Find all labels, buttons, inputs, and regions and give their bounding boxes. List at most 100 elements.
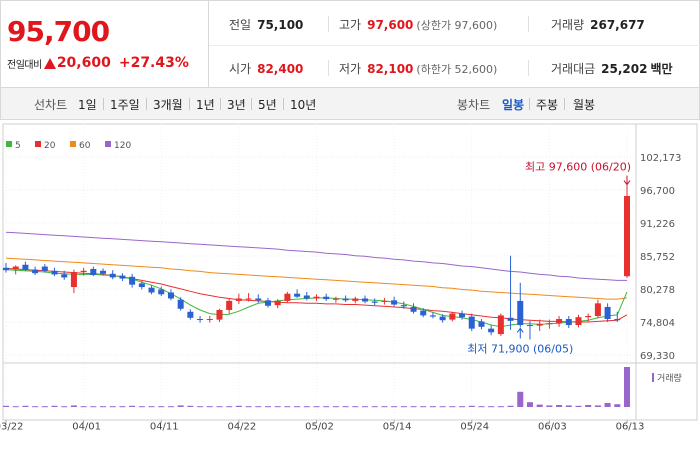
candle-chart-label: 봉차트 bbox=[457, 98, 491, 112]
volume-bar bbox=[294, 406, 301, 408]
legend-label: 60 bbox=[79, 141, 91, 151]
candle-body bbox=[177, 299, 184, 309]
period-1y[interactable]: 1년 bbox=[196, 98, 215, 112]
volume-bar bbox=[614, 404, 621, 407]
candle-body bbox=[468, 316, 475, 329]
candle-body bbox=[12, 266, 19, 269]
candle-body bbox=[594, 303, 601, 316]
high-value: 97,600 bbox=[367, 18, 414, 32]
volume-bar bbox=[575, 405, 582, 407]
volume-bar bbox=[235, 405, 242, 407]
candle-body bbox=[80, 270, 87, 272]
change-label: 전일대비 bbox=[7, 59, 42, 71]
period-1w[interactable]: 1주일 bbox=[110, 98, 140, 112]
volume-legend-swatch bbox=[652, 373, 654, 382]
candle-body bbox=[546, 323, 553, 325]
line-chart-label: 선차트 bbox=[34, 98, 68, 112]
period-3y[interactable]: 3년 bbox=[227, 98, 246, 112]
volume-bar bbox=[100, 406, 107, 408]
candle-body bbox=[2, 267, 10, 271]
candle-body bbox=[449, 313, 456, 320]
period-3m[interactable]: 3개월 bbox=[153, 98, 183, 112]
y-tick-label: 85,752 bbox=[640, 252, 675, 263]
divider bbox=[251, 98, 252, 110]
divider bbox=[146, 98, 147, 110]
volume-bar bbox=[342, 406, 349, 408]
period-10y[interactable]: 10년 bbox=[290, 98, 317, 112]
volume-bar bbox=[70, 405, 77, 407]
candle-body bbox=[100, 270, 107, 274]
volume-bar bbox=[177, 405, 184, 407]
period-daily[interactable]: 일봉 bbox=[502, 98, 525, 112]
divider bbox=[103, 98, 104, 110]
candle-body bbox=[245, 298, 252, 300]
candle-body bbox=[332, 298, 339, 300]
x-tick-label: 04/22 bbox=[227, 421, 256, 432]
volume-bar bbox=[526, 402, 533, 407]
candle-body bbox=[197, 319, 204, 321]
candle-body bbox=[614, 319, 621, 321]
legend-label: 120 bbox=[114, 141, 131, 151]
volume-bar bbox=[138, 406, 145, 408]
period-monthly[interactable]: 월봉 bbox=[573, 98, 596, 112]
open-value: 82,400 bbox=[257, 62, 304, 76]
legend-label: 5 bbox=[15, 141, 21, 151]
chart-frame bbox=[2, 123, 698, 421]
candle-body bbox=[536, 323, 543, 326]
prev-close: 전일 75,100 bbox=[229, 16, 303, 33]
volume-bar bbox=[623, 367, 631, 407]
volume-bar bbox=[129, 405, 136, 407]
candle-body bbox=[323, 296, 330, 300]
period-5y[interactable]: 5년 bbox=[258, 98, 277, 112]
y-tick-label: 80,278 bbox=[640, 285, 675, 296]
high-label: 고가 bbox=[339, 18, 362, 32]
low-arrow-head bbox=[516, 327, 524, 333]
x-tick-label: 06/03 bbox=[538, 421, 567, 432]
candle-body bbox=[497, 315, 504, 335]
candle-body bbox=[138, 283, 145, 288]
divider bbox=[283, 98, 284, 110]
x-tick-label: 05/24 bbox=[460, 421, 489, 432]
upper-limit: (상한가 97,600) bbox=[416, 19, 498, 32]
volume-bar bbox=[61, 406, 68, 408]
volume-bar bbox=[420, 406, 427, 408]
x-tick-label: 03/22 bbox=[0, 421, 23, 432]
volume-bar bbox=[497, 406, 504, 408]
period-1d[interactable]: 1일 bbox=[78, 98, 97, 112]
volume-bar bbox=[264, 406, 271, 408]
candle-body bbox=[352, 298, 359, 301]
candle-body bbox=[148, 287, 155, 293]
volume-bar bbox=[536, 404, 543, 407]
divider bbox=[328, 60, 329, 76]
x-tick-label: 05/14 bbox=[383, 421, 412, 432]
high-price: 고가 97,600 (상한가 97,600) bbox=[339, 16, 497, 33]
period-weekly[interactable]: 주봉 bbox=[536, 98, 559, 112]
y-tick-label: 74,804 bbox=[640, 318, 675, 329]
candle-body bbox=[575, 317, 582, 326]
volume-bar bbox=[381, 406, 388, 408]
volume-bar bbox=[80, 406, 87, 408]
candle-body bbox=[517, 300, 524, 326]
volume-bar bbox=[187, 405, 194, 407]
volume-bar bbox=[255, 406, 262, 408]
candle-body bbox=[526, 325, 533, 327]
volume-bar bbox=[90, 406, 97, 408]
volume-bar bbox=[245, 406, 252, 408]
high-annotation: 최고 97,600 (06/20) bbox=[525, 161, 631, 174]
volume-bar bbox=[478, 406, 485, 408]
candle-body bbox=[274, 300, 281, 306]
volume-bar bbox=[488, 406, 495, 408]
volume-bar bbox=[352, 406, 359, 408]
prev-close-value: 75,100 bbox=[257, 18, 304, 32]
volume-label: 거래량 bbox=[551, 18, 585, 32]
low-annotation: 최저 71,900 (06/05) bbox=[467, 342, 573, 355]
candle-body bbox=[264, 300, 271, 306]
candle-body bbox=[187, 311, 194, 318]
volume-bar bbox=[565, 405, 572, 407]
candle-body bbox=[478, 321, 485, 327]
y-tick-label: 91,226 bbox=[640, 219, 675, 230]
legend-swatch bbox=[70, 141, 76, 147]
volume-legend-label: 거래량 bbox=[657, 372, 682, 384]
candle-body bbox=[488, 328, 495, 333]
candle-body bbox=[216, 309, 223, 320]
